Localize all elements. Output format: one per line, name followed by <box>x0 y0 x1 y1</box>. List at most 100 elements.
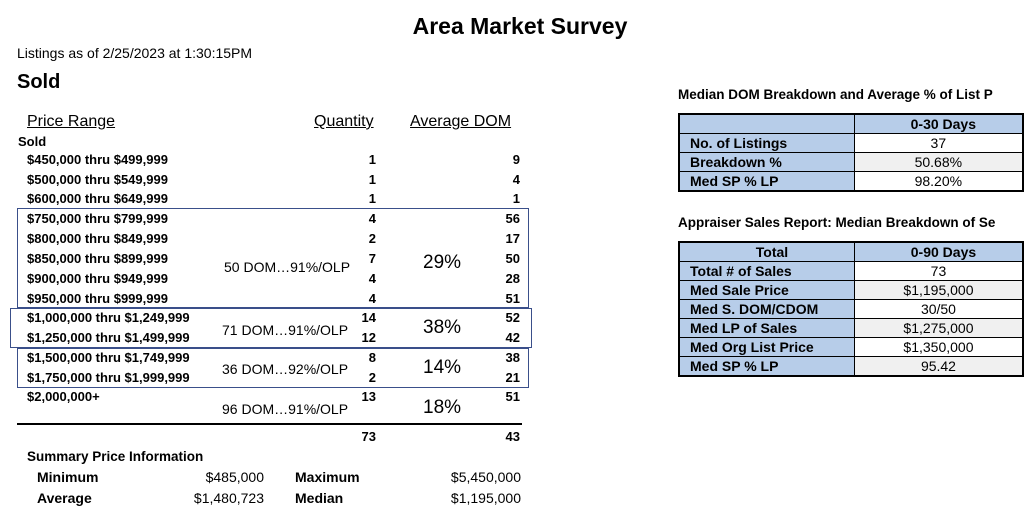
summary-title: Summary Price Information <box>27 449 204 464</box>
dom-cell: 1 <box>512 191 520 206</box>
row-value: 37 <box>853 133 1024 153</box>
group-annotation-percent: 18% <box>423 397 462 418</box>
price-range-cell: $1,250,000 thru $1,499,999 <box>27 330 190 345</box>
quantity-cell: 4 <box>368 211 376 226</box>
group-annotation-note: 50 DOM…91%/OLP <box>224 259 351 275</box>
price-range-cell: $800,000 thru $849,999 <box>27 231 168 246</box>
quantity-header: Quantity <box>314 113 374 130</box>
average-dom-header: Average DOM <box>410 113 512 130</box>
group-box-1m-1-5m <box>10 308 532 348</box>
group-annotation-note: 71 DOM…91%/OLP <box>222 322 349 338</box>
section-heading: Sold <box>17 71 61 93</box>
average-value: $1,480,723 <box>193 490 264 506</box>
table-row: Med Org List Price $1,350,000 <box>678 337 1024 357</box>
group-annotation-note: 36 DOM…92%/OLP <box>222 361 349 377</box>
group-box-1-5m-2m <box>17 348 529 388</box>
price-range-cell: $500,000 thru $549,999 <box>27 172 168 187</box>
maximum-value: $5,450,000 <box>450 469 521 485</box>
row-value: 30/50 <box>853 299 1024 319</box>
average-label: Average <box>37 490 92 506</box>
row-label: Med SP % LP <box>678 171 855 192</box>
quantity-cell: 7 <box>368 251 376 266</box>
table-row: No. of Listings 37 <box>678 133 1024 153</box>
listings-timestamp: Listings as of 2/25/2023 at 1:30:15PM <box>17 45 253 61</box>
row-value: 50.68% <box>853 152 1024 172</box>
dom-breakdown-table: 0-30 Days No. of Listings 37 Breakdown %… <box>678 113 1024 192</box>
row-label: Med S. DOM/CDOM <box>678 299 855 319</box>
appraiser-report-table: Total 0-90 Days Total # of Sales 73 Med … <box>678 241 1024 377</box>
group-annotation-percent: 29% <box>423 252 462 273</box>
group-annotation-percent: 38% <box>423 317 462 338</box>
appraiser-column-header: 0-90 Days <box>853 241 1024 262</box>
dom-cell: 52 <box>505 310 520 325</box>
dom-breakdown-title: Median DOM Breakdown and Average % of Li… <box>678 87 993 102</box>
price-range-cell: $950,000 thru $999,999 <box>27 291 168 306</box>
header-spacer-cell <box>678 113 855 134</box>
total-quantity: 73 <box>361 429 376 444</box>
dom-cell: 4 <box>512 172 520 187</box>
quantity-cell: 14 <box>361 310 376 325</box>
quantity-cell: 1 <box>368 191 376 206</box>
group-annotation-percent: 14% <box>423 357 462 378</box>
quantity-cell: 4 <box>368 291 376 306</box>
row-value: 73 <box>853 261 1024 281</box>
quantity-cell: 13 <box>361 389 376 404</box>
quantity-cell: 1 <box>368 152 376 167</box>
quantity-cell: 4 <box>368 271 376 286</box>
dom-cell: 50 <box>505 251 520 266</box>
quantity-cell: 2 <box>368 231 376 246</box>
table-row: Med S. DOM/CDOM 30/50 <box>678 299 1024 319</box>
dom-cell: 21 <box>505 370 520 385</box>
quantity-cell: 12 <box>361 330 376 345</box>
quantity-cell: 2 <box>368 370 376 385</box>
dom-cell: 51 <box>505 291 520 306</box>
total-average-dom: 43 <box>505 429 520 444</box>
row-label: Total # of Sales <box>678 261 855 281</box>
minimum-label: Minimum <box>37 469 99 485</box>
row-value: $1,275,000 <box>853 318 1024 338</box>
row-value: $1,350,000 <box>853 337 1024 357</box>
price-range-header: Price Range <box>27 113 116 130</box>
row-label: Med Sale Price <box>678 280 855 300</box>
group-annotation-note: 96 DOM…91%/OLP <box>222 401 349 417</box>
price-range-cell: $850,000 thru $899,999 <box>27 251 168 266</box>
price-range-cell: $1,750,000 thru $1,999,999 <box>27 370 190 385</box>
dom-cell: 28 <box>505 271 520 286</box>
dom-cell: 38 <box>505 350 520 365</box>
totals-divider <box>17 423 522 425</box>
maximum-label: Maximum <box>295 469 360 485</box>
price-range-cell: $600,000 thru $649,999 <box>27 191 168 206</box>
table-row: Med SP % LP 95.42 <box>678 356 1024 377</box>
table-row: Med SP % LP 98.20% <box>678 171 1024 192</box>
row-value: 95.42 <box>853 356 1024 377</box>
price-range-cell: $450,000 thru $499,999 <box>27 152 168 167</box>
row-label: Med SP % LP <box>678 356 855 377</box>
appraiser-report-title: Appraiser Sales Report: Median Breakdown… <box>678 215 996 230</box>
dom-cell: 56 <box>505 211 520 226</box>
dom-cell: 42 <box>505 330 520 345</box>
sold-subheading: Sold <box>18 134 47 149</box>
median-value: $1,195,000 <box>450 490 521 506</box>
dom-cell: 9 <box>512 152 520 167</box>
price-range-cell: $750,000 thru $799,999 <box>27 211 168 226</box>
minimum-value: $485,000 <box>205 469 264 485</box>
row-value: $1,195,000 <box>853 280 1024 300</box>
dom-breakdown-column-header: 0-30 Days <box>853 113 1024 134</box>
row-value: 98.20% <box>853 171 1024 192</box>
dom-cell: 51 <box>505 389 520 404</box>
row-label: No. of Listings <box>678 133 855 153</box>
table-row: Total # of Sales 73 <box>678 261 1024 281</box>
row-label: Breakdown % <box>678 152 855 172</box>
table-row: Med Sale Price $1,195,000 <box>678 280 1024 300</box>
row-label: Med Org List Price <box>678 337 855 357</box>
total-column-header: Total <box>678 241 855 262</box>
table-row: Breakdown % 50.68% <box>678 152 1024 172</box>
quantity-cell: 8 <box>368 350 376 365</box>
median-label: Median <box>295 490 344 506</box>
row-label: Med LP of Sales <box>678 318 855 338</box>
quantity-cell: 1 <box>368 172 376 187</box>
dom-cell: 17 <box>505 231 520 246</box>
page-title: Area Market Survey <box>412 13 628 39</box>
price-range-cell: $1,000,000 thru $1,249,999 <box>27 310 190 325</box>
price-range-cell: $1,500,000 thru $1,749,999 <box>27 350 190 365</box>
